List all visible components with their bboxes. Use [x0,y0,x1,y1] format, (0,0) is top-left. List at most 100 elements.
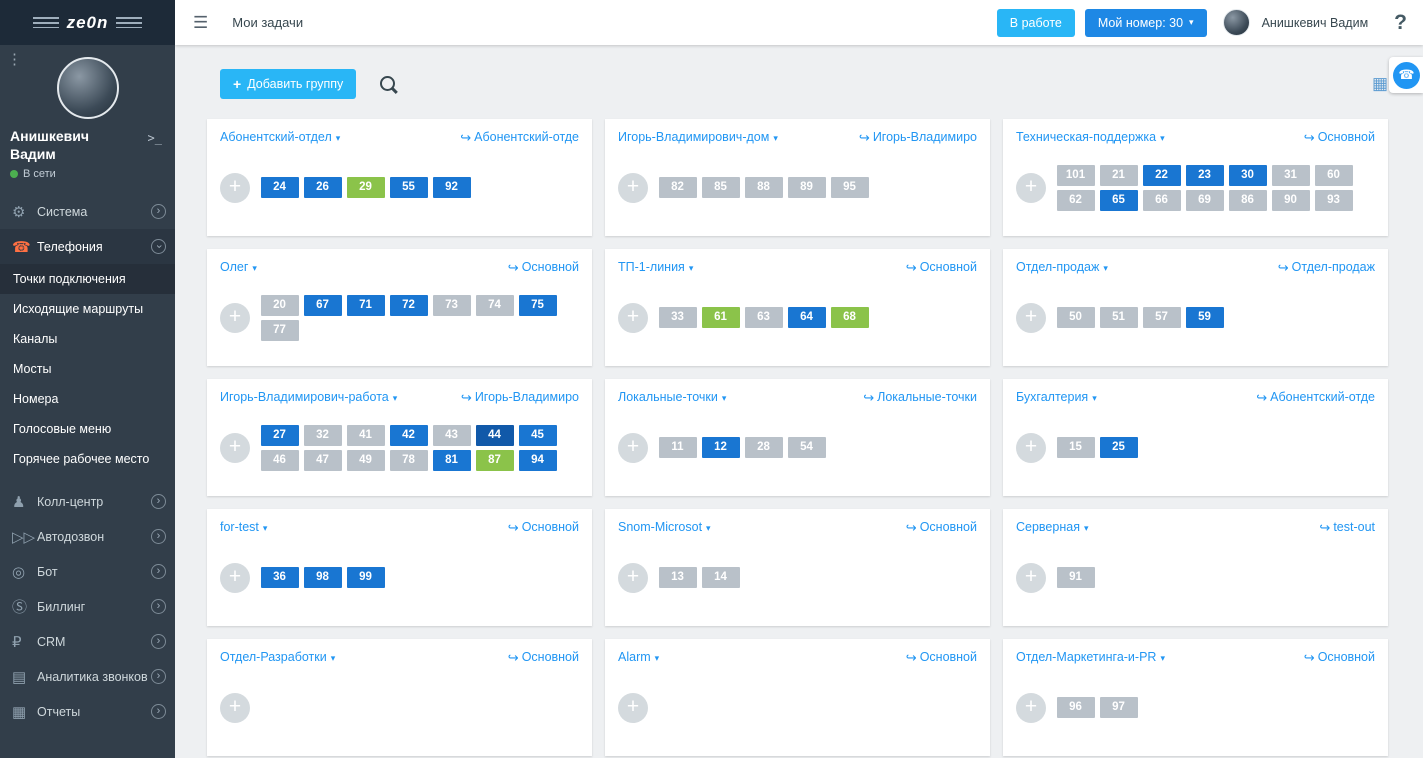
extension-chip[interactable]: 32 [303,424,342,446]
route-link[interactable]: ↪ Абонентский-отде [1256,390,1375,404]
group-title-dropdown[interactable]: Отдел-Разработки ▾ [220,650,335,664]
extension-chip[interactable]: 12 [701,437,740,458]
extension-chip[interactable]: 25 [1099,437,1138,458]
route-link[interactable]: ↪ Основной [508,520,579,534]
search-icon[interactable] [380,75,397,93]
extension-chip[interactable]: 101 [1056,164,1095,186]
route-link[interactable]: ↪ Основной [508,650,579,664]
extension-chip[interactable]: 71 [346,294,385,316]
extension-chip[interactable]: 46 [260,449,299,471]
sidebar-subitem[interactable]: Голосовые меню [13,422,112,437]
extension-chip[interactable]: 14 [701,567,740,588]
extension-chip[interactable]: 55 [389,177,428,198]
add-point-button[interactable]: + [220,432,250,463]
route-link[interactable]: ↪ Игорь-Владимиро [859,130,977,144]
extension-chip[interactable]: 43 [432,424,471,446]
route-link[interactable]: ↪ Основной [906,260,977,274]
extension-chip[interactable]: 24 [260,177,299,198]
extension-chip[interactable]: 51 [1099,307,1138,328]
avatar[interactable] [56,57,119,119]
extension-chip[interactable]: 74 [475,294,514,316]
extension-chip[interactable]: 54 [787,437,826,458]
extension-chip[interactable]: 29 [346,177,385,198]
extension-chip[interactable]: 11 [658,437,697,458]
extension-chip[interactable]: 73 [432,294,471,316]
extension-chip[interactable]: 78 [389,449,428,471]
sidebar-subitem[interactable]: Мосты [13,362,52,377]
sidebar-item[interactable]: ₽ CRM › [0,624,175,659]
route-link[interactable]: ↪ Основной [906,520,977,534]
group-title-dropdown[interactable]: Бухгалтерия ▾ [1016,390,1097,404]
extension-chip[interactable]: 26 [303,177,342,198]
extension-chip[interactable]: 27 [260,424,299,446]
group-title-dropdown[interactable]: Локальные-точки ▾ [618,390,726,404]
add-point-button[interactable]: + [618,432,648,463]
route-link[interactable]: ↪ Основной [508,260,579,274]
extension-chip[interactable]: 60 [1314,164,1353,186]
add-point-button[interactable]: + [220,562,250,593]
extension-chip[interactable]: 88 [744,177,783,198]
group-title-dropdown[interactable]: ТП-1-линия ▾ [618,260,693,274]
extension-chip[interactable]: 92 [432,177,471,198]
sidebar-item[interactable]: ▦ Отчеты › [0,694,175,729]
extension-chip[interactable]: 68 [830,307,869,328]
extension-chip[interactable]: 30 [1228,164,1267,186]
add-point-button[interactable]: + [1016,432,1046,463]
extension-chip[interactable]: 99 [346,567,385,588]
extension-chip[interactable]: 22 [1142,164,1181,186]
status-button[interactable]: В работе [996,8,1075,37]
table-view-icon[interactable]: ▦ [1371,74,1388,93]
extension-chip[interactable]: 81 [432,449,471,471]
sidebar-item[interactable]: ♟ Колл-центр › [0,484,175,519]
extension-chip[interactable]: 98 [303,567,342,588]
extension-chip[interactable]: 49 [346,449,385,471]
extension-chip[interactable]: 75 [518,294,557,316]
sidebar-item[interactable]: ▤ Аналитика звонков › [0,659,175,694]
add-point-button[interactable]: + [618,172,648,203]
add-point-button[interactable]: + [618,302,648,333]
extension-chip[interactable]: 63 [744,307,783,328]
group-title-dropdown[interactable]: Игорь-Владимирович-работа ▾ [220,390,397,404]
add-point-button[interactable]: + [1016,302,1046,333]
help-icon[interactable]: ? [1394,10,1407,34]
extension-chip[interactable]: 94 [518,449,557,471]
route-link[interactable]: ↪ Локальные-точки [863,390,977,404]
extension-chip[interactable]: 36 [260,567,299,588]
extension-chip[interactable]: 96 [1056,697,1095,718]
add-point-button[interactable]: + [618,562,648,593]
extension-chip[interactable]: 64 [787,307,826,328]
extension-chip[interactable]: 93 [1314,189,1353,211]
extension-chip[interactable]: 59 [1185,307,1224,328]
extension-chip[interactable]: 89 [787,177,826,198]
extension-chip[interactable]: 67 [303,294,342,316]
extension-chip[interactable]: 41 [346,424,385,446]
extension-chip[interactable]: 28 [744,437,783,458]
extension-chip[interactable]: 87 [475,449,514,471]
extension-chip[interactable]: 45 [518,424,557,446]
add-point-button[interactable]: + [220,692,250,723]
extension-chip[interactable]: 15 [1056,437,1095,458]
group-title-dropdown[interactable]: Alarm ▾ [618,650,659,664]
extension-chip[interactable]: 69 [1185,189,1224,211]
route-link[interactable]: ↪ test-out [1319,520,1375,534]
extension-chip[interactable]: 57 [1142,307,1181,328]
kebab-menu-icon[interactable]: ⋮ [7,51,22,68]
add-group-button[interactable]: + Добавить группу [220,69,357,99]
add-point-button[interactable]: + [618,692,648,723]
sidebar-item[interactable]: ☎ Телефония › [0,229,175,265]
extension-chip[interactable]: 13 [658,567,697,588]
add-point-button[interactable]: + [1016,172,1046,203]
extension-chip[interactable]: 62 [1056,189,1095,211]
group-title-dropdown[interactable]: Отдел-продаж ▾ [1016,260,1108,274]
extension-chip[interactable]: 72 [389,294,428,316]
add-point-button[interactable]: + [1016,562,1046,593]
floating-softphone-tab[interactable]: ☎ [1389,57,1423,93]
extension-chip[interactable]: 31 [1271,164,1310,186]
extension-chip[interactable]: 21 [1099,164,1138,186]
extension-chip[interactable]: 42 [389,424,428,446]
group-title-dropdown[interactable]: Игорь-Владимирович-дом ▾ [618,130,778,144]
sidebar-item[interactable]: ⚙ Система › [0,194,175,229]
group-title-dropdown[interactable]: Олег ▾ [220,260,257,274]
extension-chip[interactable]: 50 [1056,307,1095,328]
route-link[interactable]: ↪ Основной [1304,130,1375,144]
